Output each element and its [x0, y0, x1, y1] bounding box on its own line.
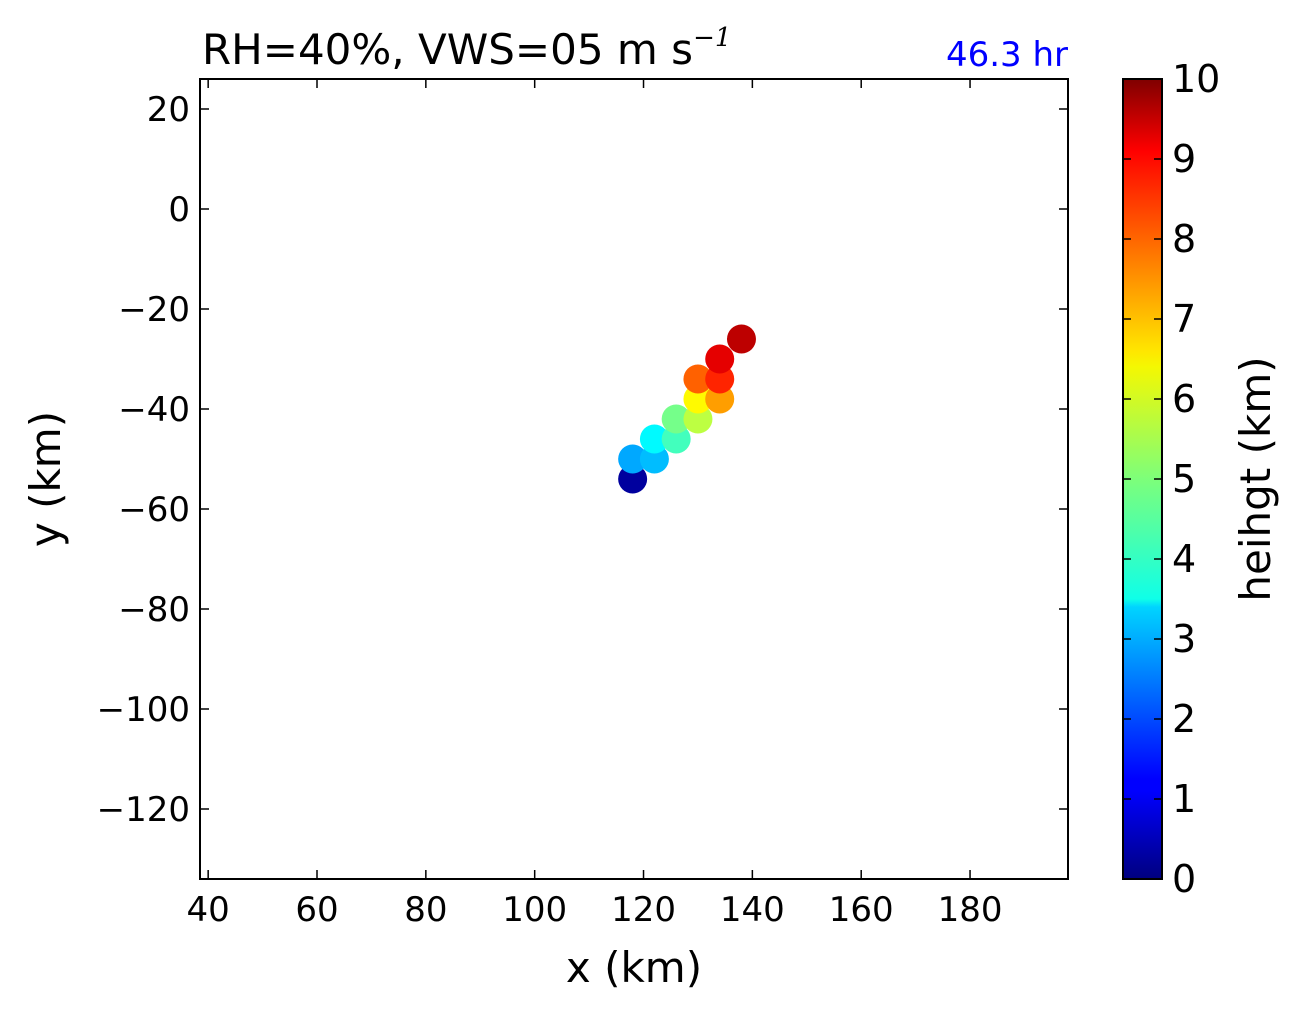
- y-tick-label: −100: [97, 690, 190, 730]
- scatter-points: [618, 324, 756, 494]
- colorbar-ticks: 0 1 2 3 4 5 6 7 8 9 10: [1123, 57, 1220, 901]
- x-tick-label: 80: [404, 890, 447, 930]
- scatter-point: [661, 404, 691, 434]
- colorbar-tick-label: 4: [1172, 537, 1196, 581]
- colorbar-tick-label: 8: [1172, 217, 1196, 261]
- time-label: 46.3 hr: [946, 35, 1068, 75]
- x-tick-label: 160: [829, 890, 894, 930]
- scatter-point: [705, 364, 735, 394]
- colorbar-tick-label: 5: [1172, 457, 1196, 501]
- scatter-point: [683, 384, 713, 414]
- scatter-point: [705, 344, 735, 374]
- y-axis-title: y (km): [21, 411, 70, 547]
- y-axis-ticks: 20 0 −20 −40 −60 −80 −100 −120: [97, 90, 1068, 830]
- x-axis-title: x (km): [566, 943, 702, 992]
- chart-title: RH=40%, VWS=05 m s−1: [202, 23, 731, 74]
- scatter-point: [683, 364, 713, 394]
- colorbar-tick-label: 3: [1172, 617, 1196, 661]
- scatter-point: [618, 444, 648, 474]
- y-tick-label: −60: [118, 490, 190, 530]
- chart-title-superscript: −1: [693, 23, 731, 53]
- colorbar-tick-label: 7: [1172, 297, 1196, 341]
- colorbar-title: heihgt (km): [1231, 356, 1280, 601]
- scatter-point: [683, 404, 713, 434]
- x-tick-label: 180: [938, 890, 1003, 930]
- x-tick-label: 140: [720, 890, 785, 930]
- scatter-point: [639, 444, 669, 474]
- scatter-point: [639, 424, 669, 454]
- scatter-point: [661, 424, 691, 454]
- y-tick-label: −40: [118, 390, 190, 430]
- x-tick-label: 60: [295, 890, 338, 930]
- scatter-point: [705, 384, 735, 414]
- x-tick-label: 40: [187, 890, 230, 930]
- colorbar-tick-label: 6: [1172, 377, 1196, 421]
- colorbar-tick-label: 1: [1172, 777, 1196, 821]
- y-tick-label: −80: [118, 590, 190, 630]
- y-tick-label: 20: [147, 90, 190, 130]
- y-tick-label: −20: [118, 290, 190, 330]
- y-tick-label: −120: [97, 790, 190, 830]
- x-axis-ticks: 40 60 80 100 120 140 160 180: [187, 79, 1003, 930]
- y-tick-label: 0: [168, 190, 190, 230]
- colorbar-tick-label: 9: [1172, 137, 1196, 181]
- x-tick-label: 100: [502, 890, 567, 930]
- scatter-point: [726, 324, 756, 354]
- colorbar-tick-label: 0: [1172, 857, 1196, 901]
- colorbar-tick-label: 10: [1172, 57, 1220, 101]
- plot-frame: [199, 78, 1069, 880]
- colorbar-tick-label: 2: [1172, 697, 1196, 741]
- x-tick-label: 120: [611, 890, 676, 930]
- scatter-point: [618, 464, 648, 494]
